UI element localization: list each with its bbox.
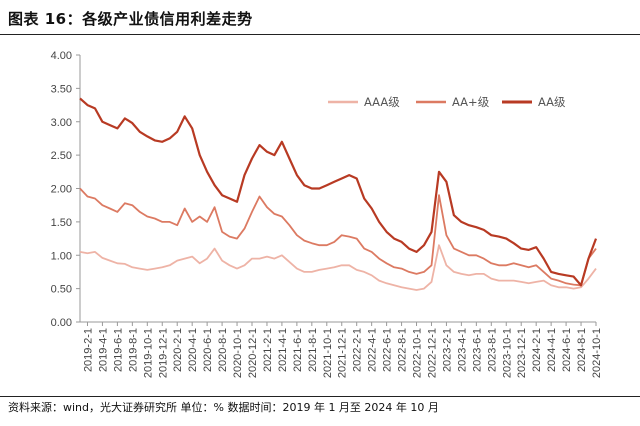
x-tick-label: 2023-10-1	[501, 328, 513, 378]
x-tick-label: 2024-10-1	[591, 328, 603, 378]
series-line-3	[79, 97, 598, 287]
title-divider	[0, 34, 640, 35]
x-tick-label: 2023-6-1	[471, 328, 483, 372]
x-tick-label: 2021-8-1	[307, 328, 319, 372]
x-tick-label: 2019-2-1	[82, 328, 94, 372]
x-tick-label: 2024-8-1	[576, 328, 588, 372]
x-tick-label: 2024-6-1	[561, 328, 573, 372]
series-line-2	[79, 187, 597, 287]
x-tick-label: 2020-2-1	[172, 328, 184, 372]
y-tick-label: 1.00	[51, 250, 72, 262]
x-tick-label: 2019-4-1	[97, 328, 109, 372]
x-tick-label: 2019-6-1	[112, 328, 124, 372]
x-tick-label: 2022-4-1	[367, 328, 379, 372]
x-tick-label: 2021-12-1	[337, 328, 349, 378]
y-tick-label: 0.50	[51, 284, 72, 296]
x-tick-label: 2023-12-1	[516, 328, 528, 378]
x-tick-label: 2021-6-1	[292, 328, 304, 372]
x-tick-label: 2021-10-1	[322, 328, 334, 378]
x-tick-label: 2021-4-1	[277, 328, 289, 372]
legend-label-1: AAA级	[364, 95, 400, 109]
y-tick-label: 3.00	[51, 117, 72, 129]
source-note: 资料来源：wind，光大证券研究所 单位：% 数据时间：2019 年 1 月至 …	[8, 401, 439, 414]
x-tick-label: 2022-10-1	[412, 328, 424, 378]
x-tick-label: 2022-2-1	[352, 328, 364, 372]
y-tick-label: 1.50	[51, 217, 72, 229]
x-tick-label: 2024-2-1	[531, 328, 543, 372]
y-tick-label: 0.00	[51, 317, 72, 329]
x-tick-label: 2020-8-1	[217, 328, 229, 372]
x-tick-label: 2022-6-1	[382, 328, 394, 372]
x-tick-label: 2019-8-1	[127, 328, 139, 372]
x-tick-label: 2020-6-1	[202, 328, 214, 372]
x-tick-label: 2020-10-1	[232, 328, 244, 378]
x-tick-label: 2020-12-1	[247, 328, 259, 378]
line-chart: 0.00 0.50 1.00 1.50 2.00 2.50 3.00 3.50 4.00 2019…	[51, 50, 603, 378]
x-tick-label: 2019-12-1	[157, 328, 169, 378]
x-tick-label: 2024-4-1	[546, 328, 558, 372]
chart-title: 图表 16：各级产业债信用利差走势	[8, 10, 253, 28]
x-tick-label: 2019-10-1	[142, 328, 154, 378]
x-tick-label: 2020-4-1	[187, 328, 199, 372]
y-tick-label: 2.50	[51, 150, 72, 162]
x-tick-label: 2023-4-1	[456, 328, 468, 372]
legend-label-3: AA级	[538, 95, 566, 109]
x-tick-label: 2023-2-1	[441, 328, 453, 372]
footer-divider	[0, 396, 640, 397]
x-tick-label: 2023-8-1	[486, 328, 498, 372]
x-tick-label: 2022-12-1	[426, 328, 438, 378]
legend-label-2: AA+级	[452, 95, 490, 109]
x-tick-label: 2022-8-1	[397, 328, 409, 372]
y-tick-label: 4.00	[51, 50, 72, 62]
x-tick-label: 2021-2-1	[262, 328, 274, 372]
y-tick-label: 3.50	[51, 83, 72, 95]
series-line-1	[79, 244, 597, 291]
y-tick-label: 2.00	[51, 184, 72, 196]
